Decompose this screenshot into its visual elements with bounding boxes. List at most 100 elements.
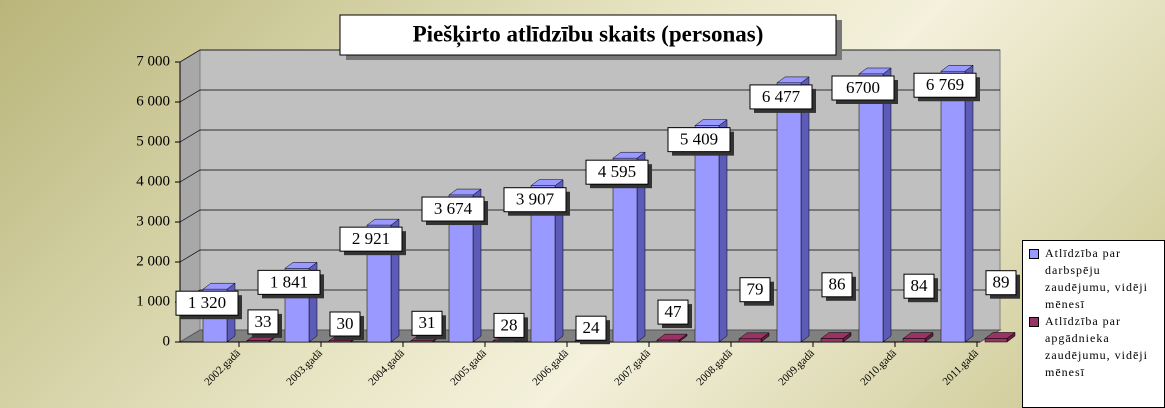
x-tick-label: 2005.gadā <box>448 347 489 388</box>
legend-label: Atlīdzība par apgādnieka zaudējumu, vidē… <box>1045 314 1148 379</box>
x-tick-label: 2011.gadā <box>941 347 981 387</box>
bar <box>410 340 434 343</box>
label-box <box>913 72 977 98</box>
bar <box>984 338 1008 343</box>
chart-title: Piešķirto atlīdzību skaits (personas) <box>413 21 764 48</box>
label-box <box>339 226 403 252</box>
bar <box>246 340 270 343</box>
label-box <box>493 312 525 338</box>
data-label: 30 <box>329 311 364 340</box>
bar <box>858 73 884 343</box>
data-label: 6700 <box>831 75 898 104</box>
label-box <box>247 309 279 335</box>
label-box <box>821 272 853 298</box>
data-label: 3 907 <box>503 187 570 216</box>
data-label-text: 84 <box>911 276 929 295</box>
y-tick-label: 7 000 <box>136 53 170 69</box>
data-label-text: 47 <box>665 302 683 321</box>
bar-side <box>964 64 974 343</box>
data-label-text: 3 674 <box>434 199 473 218</box>
data-label-text: 1 320 <box>188 293 226 312</box>
x-tick-label: 2010.gadā <box>858 347 899 388</box>
grid-line <box>179 249 1000 263</box>
data-label: 86 <box>821 272 856 301</box>
bar <box>776 82 802 343</box>
legend-swatch <box>1029 249 1039 259</box>
grid-line <box>179 129 1000 143</box>
label-box <box>503 187 567 213</box>
y-tick-label: 6 000 <box>136 93 170 109</box>
x-tick-label: 2002.gadā <box>202 347 243 388</box>
label-box <box>749 84 813 110</box>
data-label: 5 409 <box>667 127 734 156</box>
bar-side <box>882 67 892 343</box>
x-tick-label: 2006.gadā <box>530 347 571 388</box>
bar <box>612 157 638 343</box>
data-label-text: 1 841 <box>270 272 308 291</box>
label-box <box>739 277 771 303</box>
data-label-text: 3 907 <box>516 190 555 209</box>
x-tick-label: 2007.gadā <box>612 347 653 388</box>
bar <box>820 338 844 343</box>
data-label-text: 28 <box>501 315 518 334</box>
x-tick-label: 2004.gadā <box>366 347 407 388</box>
label-box <box>175 290 239 316</box>
label-box <box>657 299 689 325</box>
x-tick-label: 2003.gadā <box>284 347 325 388</box>
bar <box>694 125 720 343</box>
data-label-text: 33 <box>255 312 272 331</box>
data-label: 24 <box>575 315 610 345</box>
legend-label: Atlīdzība par darbspēju zaudējumu, vidēj… <box>1045 246 1148 311</box>
data-label-text: 6700 <box>846 78 880 97</box>
data-label: 6 477 <box>749 84 816 113</box>
data-label: 28 <box>493 312 528 342</box>
bar <box>328 340 352 343</box>
y-tick-label: 4 000 <box>136 173 170 189</box>
y-tick-label: 3 000 <box>136 213 170 229</box>
bar <box>738 338 762 343</box>
data-label: 6 769 <box>913 72 980 102</box>
label-box <box>585 159 649 185</box>
data-label: 84 <box>903 273 938 303</box>
data-label: 2 921 <box>339 226 406 256</box>
data-label: 1 320 <box>175 290 242 320</box>
y-tick-label: 2 000 <box>136 253 170 269</box>
data-label: 47 <box>657 299 692 329</box>
legend-item: Atlīdzība par apgādnieka zaudējumu, vidē… <box>1029 313 1162 381</box>
x-tick-label: 2009.gadā <box>776 347 817 388</box>
legend-item: Atlīdzība par darbspēju zaudējumu, vidēj… <box>1029 245 1162 313</box>
grid-line <box>179 209 1000 223</box>
data-label: 4 595 <box>585 159 652 189</box>
data-label-text: 86 <box>829 275 846 294</box>
y-tick-label: 5 000 <box>136 133 170 149</box>
data-label-text: 4 595 <box>598 162 636 181</box>
grid-line <box>179 89 1000 103</box>
y-tick-label: 1 000 <box>136 293 170 309</box>
label-box <box>903 273 935 299</box>
label-box <box>575 315 607 341</box>
data-label-text: 5 409 <box>680 130 718 149</box>
data-label-text: 6 769 <box>926 75 964 94</box>
data-label: 3 674 <box>421 196 488 226</box>
data-label: 79 <box>739 277 774 306</box>
data-label-text: 30 <box>337 314 354 333</box>
bar <box>902 338 926 343</box>
data-label-text: 89 <box>993 273 1010 292</box>
legend: Atlīdzība par darbspēju zaudējumu, vidēj… <box>1022 240 1165 408</box>
label-box <box>411 310 443 336</box>
bar <box>656 339 680 343</box>
title-box <box>339 14 837 56</box>
data-label-text: 24 <box>583 318 601 337</box>
bar-side <box>800 76 810 343</box>
label-box <box>329 311 361 337</box>
legend-swatch <box>1029 317 1039 327</box>
label-box <box>667 127 731 153</box>
y-tick-label: 0 <box>163 333 171 349</box>
label-box <box>985 270 1017 296</box>
data-label: 89 <box>985 270 1020 299</box>
grid-line <box>179 169 1000 183</box>
data-label-text: 6 477 <box>762 87 801 106</box>
label-box <box>831 75 895 101</box>
